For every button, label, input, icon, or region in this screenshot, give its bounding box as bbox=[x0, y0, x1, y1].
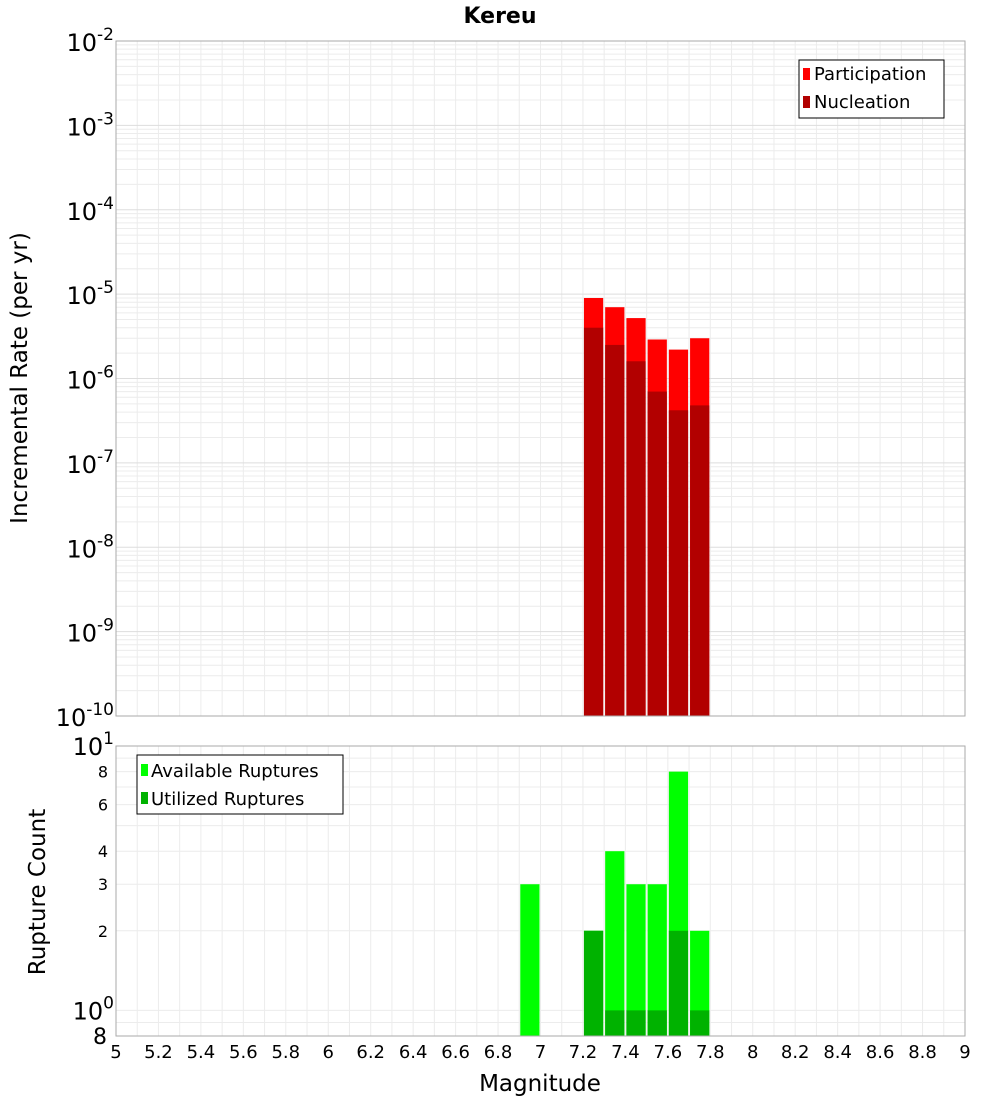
x-tick-label: 6.2 bbox=[356, 1042, 385, 1063]
x-tick-label: 9 bbox=[959, 1042, 970, 1063]
bar-available-ruptures bbox=[626, 884, 646, 1036]
top-y-tick-label: 10-4 bbox=[67, 194, 115, 226]
x-tick-label: 6.6 bbox=[441, 1042, 470, 1063]
bottom-y-tick-label: 2 bbox=[98, 922, 108, 941]
top-y-axis-title: Incremental Rate (per yr) bbox=[7, 232, 33, 524]
bottom-grid bbox=[115, 746, 966, 1037]
bottom-y-tick-label: 6 bbox=[98, 796, 108, 815]
legend-label-utilized: Utilized Ruptures bbox=[151, 789, 304, 810]
bar-utilized-ruptures bbox=[690, 1010, 710, 1036]
x-tick-label: 5.4 bbox=[187, 1042, 216, 1063]
x-tick-label: 7.4 bbox=[611, 1042, 640, 1063]
top-panel: 10-10 10-9 10-8 10-7 10-6 10-5 10-4 10-3 10-2 In… bbox=[7, 25, 966, 732]
top-y-tick-label: 10-3 bbox=[67, 109, 115, 141]
x-tick-label: 5.6 bbox=[229, 1042, 258, 1063]
x-tick-label: 8 bbox=[747, 1042, 758, 1063]
legend-label-available: Available Ruptures bbox=[151, 761, 319, 782]
bar-nucleation bbox=[583, 327, 604, 716]
x-tick-label: 8.8 bbox=[908, 1042, 937, 1063]
chart-title: Kereu bbox=[463, 4, 536, 29]
x-tick-label: 5 bbox=[110, 1042, 121, 1063]
bar-available-ruptures bbox=[647, 884, 667, 1036]
bar-utilized-ruptures bbox=[605, 1010, 625, 1036]
bar-nucleation bbox=[690, 405, 710, 716]
x-tick-label: 5.2 bbox=[144, 1042, 173, 1063]
top-y-tick-label: 10-10 bbox=[56, 700, 114, 732]
bottom-y-axis-title: Rupture Count bbox=[25, 809, 51, 975]
x-tick-labels: 5 5.2 5.4 5.6 5.8 6 6.2 6.4 6.6 6.8 7 7.2 7.4 7.6 7.8 8… bbox=[110, 1042, 970, 1063]
top-bars bbox=[583, 297, 710, 716]
bar-available-ruptures bbox=[605, 851, 625, 1036]
bottom-y-tick-label: 4 bbox=[98, 842, 108, 861]
top-y-tick-label: 10-8 bbox=[67, 531, 115, 563]
top-y-tick-labels: 10-10 10-9 10-8 10-7 10-6 10-5 10-4 10-3 10-2 bbox=[56, 25, 114, 732]
x-tick-label: 6.8 bbox=[484, 1042, 513, 1063]
top-y-tick-label: 10-2 bbox=[67, 25, 115, 57]
bottom-y-tick-label: 100 bbox=[73, 993, 114, 1025]
x-tick-label: 7.6 bbox=[654, 1042, 683, 1063]
bar-nucleation bbox=[626, 361, 646, 716]
bar-available-ruptures bbox=[520, 884, 540, 1036]
x-tick-label: 7.2 bbox=[569, 1042, 598, 1063]
legend-swatch-available bbox=[141, 764, 148, 776]
bottom-y-tick-label: 8 bbox=[98, 763, 108, 782]
top-grid bbox=[115, 41, 966, 717]
top-y-tick-label: 10-6 bbox=[67, 363, 115, 395]
x-tick-label: 7.8 bbox=[696, 1042, 725, 1063]
bottom-plot-border bbox=[115, 745, 966, 1037]
x-tick-label: 8.2 bbox=[781, 1042, 810, 1063]
x-tick-label: 6 bbox=[323, 1042, 334, 1063]
legend-swatch-utilized bbox=[141, 792, 148, 804]
bottom-legend: Available Ruptures Utilized Ruptures bbox=[136, 754, 344, 815]
bottom-y-tick-label: 101 bbox=[73, 729, 114, 761]
bar-available-ruptures bbox=[690, 930, 710, 1036]
bottom-bars bbox=[520, 771, 710, 1036]
top-plot-border bbox=[115, 40, 966, 717]
x-tick-label: 8.6 bbox=[866, 1042, 895, 1063]
x-tick-label: 5.8 bbox=[271, 1042, 300, 1063]
bar-utilized-ruptures bbox=[583, 930, 604, 1036]
top-y-tick-label: 10-9 bbox=[67, 616, 115, 648]
bar-nucleation bbox=[668, 410, 689, 716]
bar-utilized-ruptures bbox=[668, 930, 689, 1036]
legend-label-nucleation: Nucleation bbox=[814, 92, 910, 113]
x-tick-label: 7 bbox=[535, 1042, 546, 1063]
top-legend-box bbox=[798, 59, 945, 119]
bar-nucleation bbox=[605, 344, 625, 716]
x-tick-label: 6.4 bbox=[399, 1042, 428, 1063]
x-tick-label: 8.4 bbox=[823, 1042, 852, 1063]
bar-nucleation bbox=[647, 391, 667, 716]
x-axis-title: Magnitude bbox=[479, 1071, 601, 1097]
top-y-tick-label: 10-7 bbox=[67, 447, 115, 479]
legend-swatch-nucleation bbox=[803, 96, 810, 108]
bottom-legend-box bbox=[136, 754, 344, 815]
top-legend: Participation Nucleation bbox=[798, 59, 945, 119]
top-y-tick-label: 10-5 bbox=[67, 278, 115, 310]
legend-swatch-participation bbox=[803, 68, 810, 80]
bottom-y-tick-label: 8 bbox=[93, 1025, 107, 1050]
bar-utilized-ruptures bbox=[647, 1010, 667, 1036]
bottom-y-tick-label: 3 bbox=[98, 875, 108, 894]
bar-utilized-ruptures bbox=[626, 1010, 646, 1036]
legend-label-participation: Participation bbox=[814, 64, 926, 85]
